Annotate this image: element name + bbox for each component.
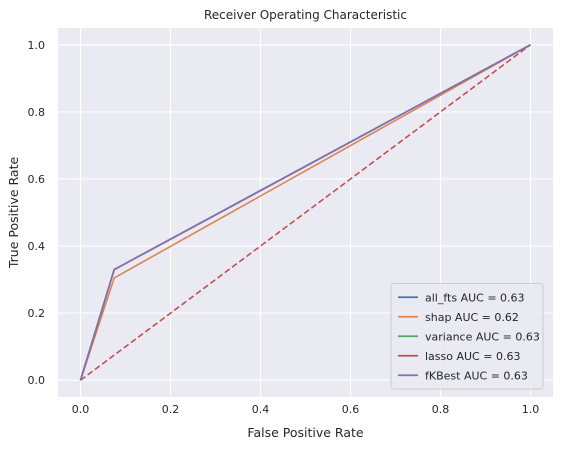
y-tick-label: 0.8 (28, 106, 46, 119)
legend: all_fts AUC = 0.63 shap AUC = 0.62 varianc… (390, 283, 544, 390)
x-tick-label: 1.0 (522, 403, 540, 416)
y-tick-label: 0.2 (28, 307, 46, 320)
x-tick-label: 0.8 (432, 403, 450, 416)
series-layer (79, 44, 531, 381)
legend-label-lasso: lasso AUC = 0.63 (425, 350, 520, 363)
y-axis-label: True Positive Rate (6, 157, 21, 270)
roc-line-fkbest (79, 44, 531, 381)
legend-box (390, 283, 544, 390)
legend-label-shap: shap AUC = 0.62 (425, 311, 519, 324)
reference-diagonal-line (80, 44, 531, 381)
x-tick-label: 0.0 (72, 403, 90, 416)
legend-label-variance: variance AUC = 0.63 (425, 330, 540, 343)
x-tick-label: 0.6 (342, 403, 360, 416)
y-tick-label: 0.0 (28, 374, 46, 387)
reference-line-layer (80, 44, 531, 381)
y-tick-label: 1.0 (28, 39, 46, 52)
x-axis-label: False Positive Rate (247, 425, 363, 440)
x-tick-label: 0.4 (252, 403, 270, 416)
roc-line-shap (79, 44, 531, 381)
legend-label-all-fts: all_fts AUC = 0.63 (425, 291, 525, 304)
y-tick-label: 0.4 (28, 240, 46, 253)
legend-label-fkbest: fKBest AUC = 0.63 (425, 369, 528, 382)
y-tick-label: 0.6 (28, 173, 46, 186)
chart-title: Receiver Operating Characteristic (204, 8, 407, 22)
tick-labels: 0.0 0.2 0.4 0.6 0.8 1.0 0.0 0.2 0.4 0.6 0.8 1.0 (28, 39, 540, 416)
x-tick-label: 0.2 (162, 403, 180, 416)
